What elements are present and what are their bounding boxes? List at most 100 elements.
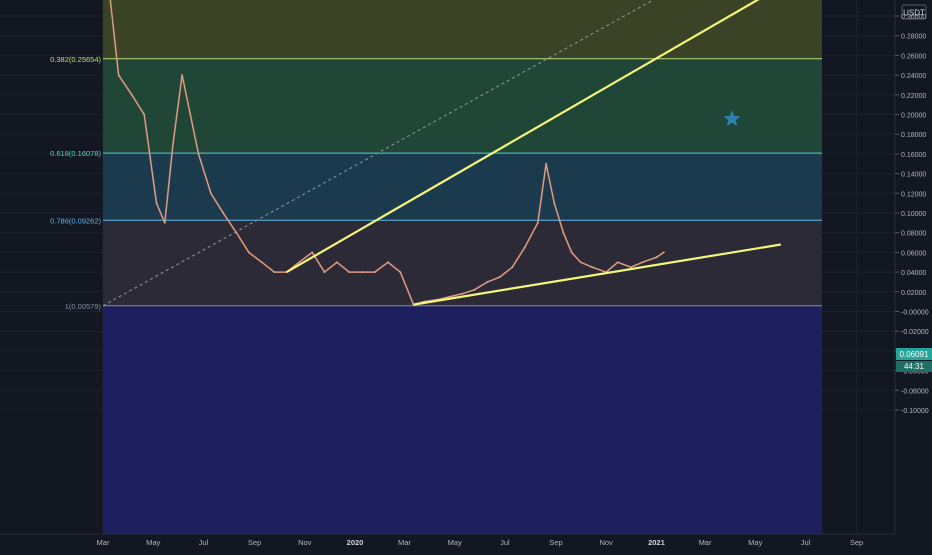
price-point bbox=[399, 271, 402, 273]
time-tick-label: Mar bbox=[699, 538, 712, 547]
fib-level-label: 1(0.00579) bbox=[65, 302, 102, 311]
price-tick-label: 0.16000 bbox=[901, 152, 926, 159]
price-point bbox=[247, 251, 250, 254]
star-marker[interactable] bbox=[723, 110, 741, 127]
trendlines[interactable] bbox=[286, 0, 781, 306]
price-point bbox=[130, 93, 133, 96]
price-tick-label: 0.22000 bbox=[901, 93, 926, 100]
last-price-tag bbox=[896, 348, 932, 360]
price-point bbox=[163, 221, 166, 224]
fib-zone bbox=[103, 0, 822, 59]
fib-level-label: 0.382(0.25654) bbox=[50, 55, 101, 64]
time-tick-label: Jul bbox=[801, 538, 811, 547]
price-point bbox=[172, 143, 174, 145]
price-point bbox=[461, 292, 463, 295]
countdown-tag bbox=[896, 361, 932, 372]
price-point bbox=[298, 261, 300, 264]
trendline[interactable] bbox=[413, 243, 781, 306]
fib-zone bbox=[103, 153, 822, 221]
price-point bbox=[197, 153, 200, 155]
fib-level-label: 0.618(0.16078) bbox=[50, 149, 101, 158]
time-tick-label: 2021 bbox=[648, 538, 665, 547]
price-point bbox=[373, 271, 376, 273]
price-tick-label: 0.24000 bbox=[901, 73, 926, 80]
time-tick-label: May bbox=[748, 538, 762, 547]
time-tick-label: Sep bbox=[549, 538, 562, 547]
fib-zone bbox=[103, 58, 822, 154]
star-icon[interactable] bbox=[723, 110, 741, 127]
price-point bbox=[387, 261, 389, 264]
price-point bbox=[189, 113, 192, 116]
price-point bbox=[511, 266, 514, 269]
time-tick-label: Nov bbox=[298, 538, 312, 547]
time-tick-label: Jul bbox=[199, 538, 209, 547]
price-axis-panel[interactable] bbox=[895, 0, 932, 550]
currency-box[interactable] bbox=[901, 4, 927, 20]
price-point bbox=[323, 271, 326, 273]
price-point bbox=[499, 276, 501, 278]
price-tick-label: -0.02000 bbox=[901, 329, 929, 336]
price-tick-label: 0.06000 bbox=[901, 250, 926, 257]
price-point bbox=[591, 266, 594, 269]
fib-zones bbox=[103, 0, 822, 534]
price-point bbox=[630, 266, 632, 269]
price-tick-label: 0.18000 bbox=[901, 132, 926, 139]
time-tick-label: Mar bbox=[97, 538, 110, 547]
price-point bbox=[361, 271, 364, 273]
price-point bbox=[616, 261, 619, 264]
price-tick-label: 0.20000 bbox=[901, 113, 926, 120]
price-tick-label: 0.14000 bbox=[901, 172, 926, 179]
price-point bbox=[655, 256, 658, 259]
price-point bbox=[143, 113, 146, 116]
time-tick-label: Sep bbox=[248, 538, 261, 547]
price-tick-label: 0.28000 bbox=[901, 34, 926, 41]
price-point bbox=[117, 74, 120, 76]
price-point bbox=[273, 271, 276, 273]
price-point bbox=[181, 74, 183, 76]
price-tick-label: 0.12000 bbox=[901, 191, 926, 198]
price-point bbox=[209, 192, 212, 195]
time-tick-label: May bbox=[448, 538, 462, 547]
time-tick-label: 2020 bbox=[347, 538, 364, 547]
trendline[interactable] bbox=[286, 0, 781, 274]
price-tick-label: -0.00000 bbox=[901, 310, 929, 317]
price-point bbox=[570, 251, 573, 254]
time-tick-label: Nov bbox=[600, 538, 614, 547]
price-point bbox=[335, 261, 338, 264]
price-point bbox=[536, 221, 539, 224]
currency-label: USDT bbox=[903, 9, 925, 18]
time-tick-label: Jul bbox=[500, 538, 510, 547]
fib-level-label: 0.786(0.09262) bbox=[50, 216, 101, 225]
candle-countdown: 44:31 bbox=[904, 362, 925, 371]
price-tick-label: -0.06000 bbox=[901, 369, 929, 376]
price-point bbox=[222, 212, 225, 214]
price-point bbox=[662, 251, 665, 254]
time-axis-panel[interactable] bbox=[0, 534, 895, 550]
time-tick-label: May bbox=[146, 538, 160, 547]
price-point bbox=[523, 246, 526, 249]
price-series-line-overlay bbox=[109, 0, 665, 306]
price-tick-label: 0.32000 bbox=[901, 0, 926, 1]
time-tick-label: Mar bbox=[398, 538, 411, 547]
price-tick-label: 0.30000 bbox=[901, 14, 926, 21]
price-tick-label: -0.10000 bbox=[901, 408, 929, 415]
price-tick-label: -0.08000 bbox=[901, 388, 929, 395]
price-tick-label: 0.08000 bbox=[901, 231, 926, 238]
price-tick-label: 0.04000 bbox=[901, 270, 926, 277]
price-point bbox=[348, 271, 351, 273]
price-point bbox=[545, 162, 547, 165]
price-point bbox=[486, 281, 489, 283]
price-point bbox=[562, 231, 565, 234]
fib-labels: 0(0.41154)0.382(0.25654)0.618(0.16078)0.… bbox=[50, 55, 102, 311]
time-tick-label: Sep bbox=[850, 538, 863, 547]
last-price-value: 0.06091 bbox=[900, 350, 929, 359]
fib-zone bbox=[103, 220, 822, 306]
price-point bbox=[579, 261, 582, 264]
price-point bbox=[641, 261, 644, 264]
price-tick-label: 0.10000 bbox=[901, 211, 926, 218]
price-point bbox=[311, 251, 314, 254]
price-tick-label: 0.02000 bbox=[901, 290, 926, 297]
price-ticks: 0.400000.380000.360000.340000.320000.300… bbox=[895, 0, 929, 415]
